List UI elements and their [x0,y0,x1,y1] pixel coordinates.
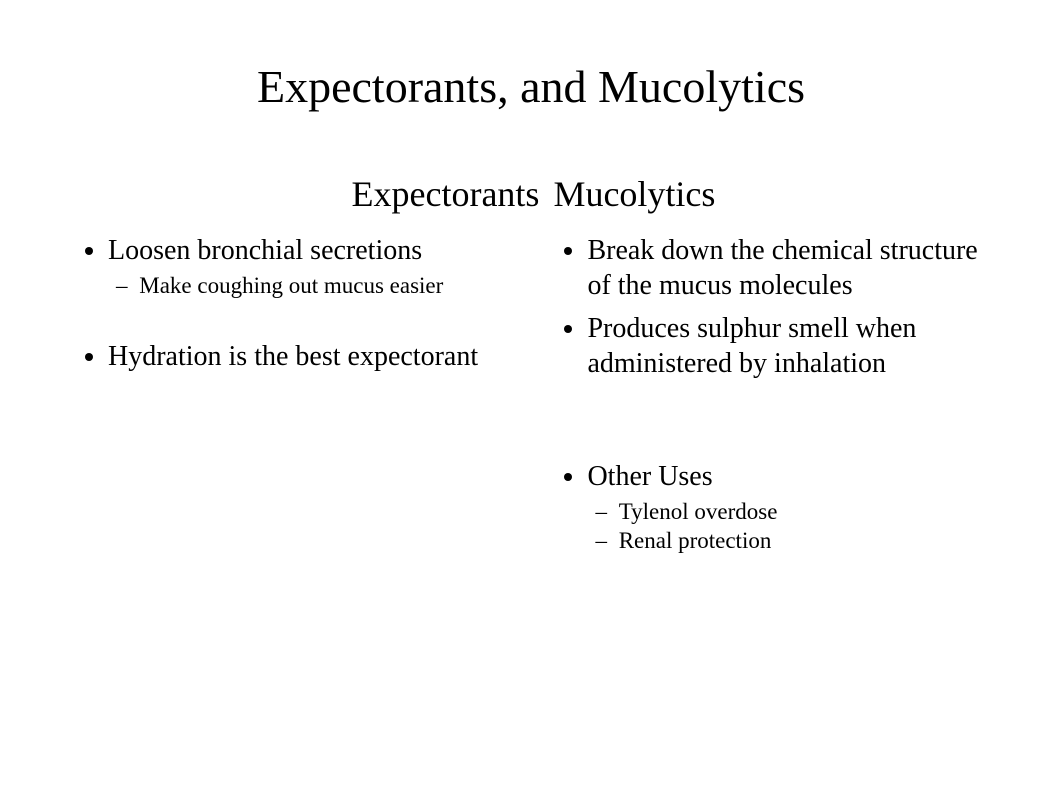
list-item: Break down the chemical structure of the… [587,233,992,303]
right-heading: Mucolytics [549,173,992,215]
list-item-text: Other Uses [587,461,712,492]
slide: Expectorants, and Mucolytics Expectorant… [0,0,1062,797]
list-item: Produces sulphur smell when administered… [587,311,992,381]
list-item-text: Loosen bronchial secretions [108,235,422,266]
slide-title: Expectorants, and Mucolytics [70,60,992,113]
sub-list: Make coughing out mucus easier [108,272,549,301]
list-item-text: Produces sulphur smell when administered… [587,313,916,379]
sub-list: Tylenol overdose Renal protection [587,498,992,556]
left-heading: Expectorants [70,173,549,215]
list-item-text: Break down the chemical structure of the… [587,235,977,301]
right-list-2: Other Uses Tylenol overdose Renal protec… [549,459,992,556]
left-column: Expectorants Loosen bronchial secretions… [70,173,549,564]
sub-list-item: Make coughing out mucus easier [136,272,549,301]
left-list-2: Hydration is the best expectorant [70,339,549,374]
list-item: Other Uses Tylenol overdose Renal protec… [587,459,992,556]
sub-list-item: Tylenol overdose [615,498,992,527]
right-column: Mucolytics Break down the chemical struc… [549,173,992,564]
right-list: Break down the chemical structure of the… [549,233,992,381]
spacer [70,309,549,339]
sub-list-item: Renal protection [615,527,992,556]
list-item-text: Hydration is the best expectorant [108,341,478,372]
left-list: Loosen bronchial secretions Make coughin… [70,233,549,301]
list-item: Loosen bronchial secretions Make coughin… [108,233,549,301]
spacer [549,389,992,459]
columns-container: Expectorants Loosen bronchial secretions… [70,173,992,564]
list-item: Hydration is the best expectorant [108,339,549,374]
